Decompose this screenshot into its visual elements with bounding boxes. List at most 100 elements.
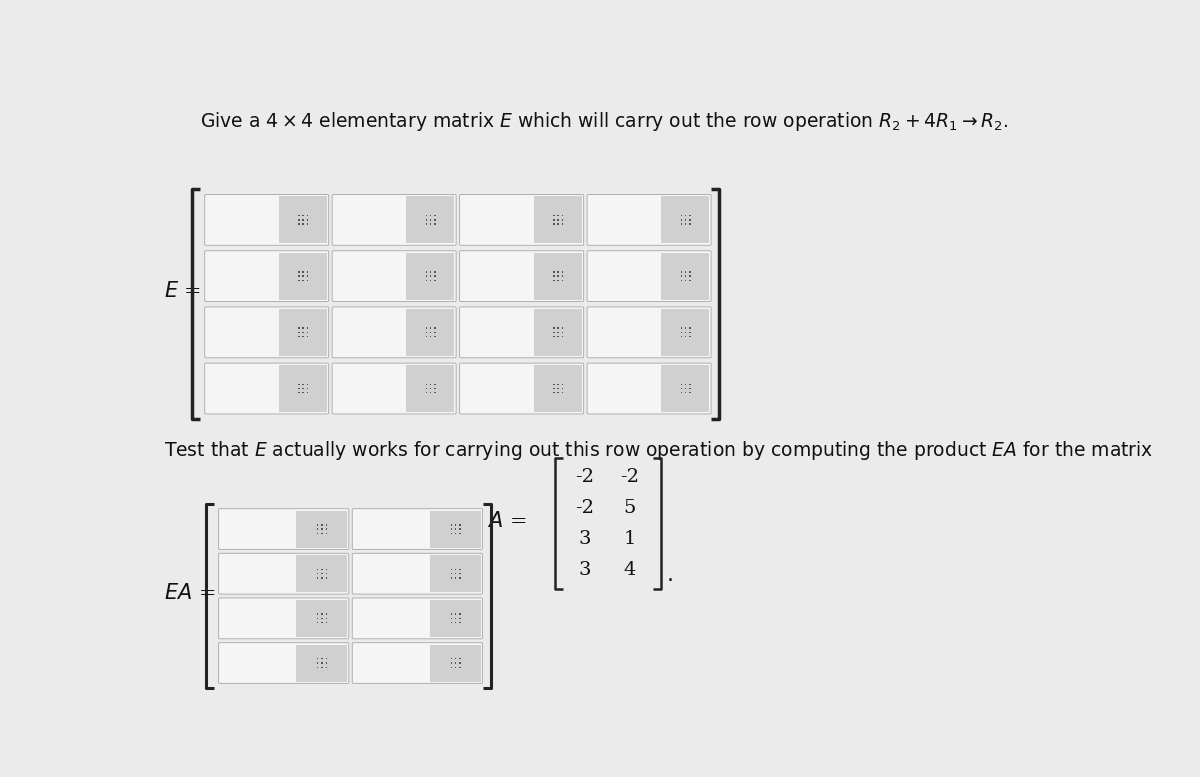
- Bar: [430, 271, 431, 273]
- Text: 3: 3: [578, 561, 592, 579]
- Bar: [430, 388, 431, 389]
- Bar: [558, 392, 559, 393]
- Bar: [426, 384, 427, 385]
- Bar: [562, 280, 563, 281]
- Bar: [558, 327, 559, 329]
- Bar: [558, 384, 559, 385]
- Bar: [322, 662, 323, 664]
- Bar: [430, 224, 431, 225]
- Bar: [317, 577, 318, 579]
- Bar: [534, 365, 582, 412]
- Bar: [307, 219, 308, 221]
- Bar: [430, 645, 480, 681]
- Bar: [325, 622, 328, 623]
- Bar: [680, 336, 682, 337]
- Bar: [430, 336, 431, 337]
- Bar: [278, 253, 326, 300]
- Bar: [553, 332, 554, 333]
- Bar: [430, 384, 431, 385]
- FancyBboxPatch shape: [332, 194, 456, 246]
- Text: 5: 5: [624, 500, 636, 517]
- Bar: [685, 219, 686, 221]
- Bar: [298, 215, 300, 216]
- Text: -2: -2: [620, 469, 640, 486]
- Bar: [317, 524, 318, 525]
- Bar: [298, 392, 300, 393]
- Bar: [307, 280, 308, 281]
- Bar: [434, 275, 436, 277]
- Bar: [407, 308, 454, 356]
- Bar: [460, 528, 461, 530]
- Bar: [317, 528, 318, 530]
- Bar: [680, 280, 682, 281]
- Bar: [553, 388, 554, 389]
- Bar: [689, 271, 690, 273]
- Bar: [558, 332, 559, 333]
- Text: $EA$ =: $EA$ =: [164, 583, 215, 603]
- Bar: [325, 658, 328, 660]
- Bar: [307, 336, 308, 337]
- Bar: [562, 336, 563, 337]
- Bar: [325, 614, 328, 615]
- Bar: [534, 308, 582, 356]
- Text: $E$ =: $E$ =: [164, 281, 202, 301]
- Bar: [562, 224, 563, 225]
- Bar: [558, 215, 559, 216]
- Bar: [685, 332, 686, 333]
- Bar: [553, 215, 554, 216]
- FancyBboxPatch shape: [205, 194, 329, 246]
- Bar: [298, 271, 300, 273]
- Bar: [322, 614, 323, 615]
- Bar: [298, 224, 300, 225]
- Bar: [455, 532, 456, 534]
- Bar: [553, 275, 554, 277]
- FancyBboxPatch shape: [332, 363, 456, 414]
- Bar: [325, 662, 328, 664]
- Bar: [407, 197, 454, 243]
- Bar: [460, 577, 461, 579]
- Bar: [553, 336, 554, 337]
- Bar: [302, 224, 304, 225]
- Bar: [455, 618, 456, 619]
- Bar: [451, 577, 452, 579]
- Bar: [426, 280, 427, 281]
- FancyBboxPatch shape: [332, 307, 456, 357]
- Bar: [558, 388, 559, 389]
- Bar: [451, 569, 452, 570]
- Bar: [460, 658, 461, 660]
- Bar: [426, 224, 427, 225]
- Bar: [325, 524, 328, 525]
- Text: -2: -2: [575, 469, 594, 486]
- Bar: [689, 388, 690, 389]
- Bar: [322, 532, 323, 534]
- Bar: [460, 569, 461, 570]
- Bar: [317, 569, 318, 570]
- FancyBboxPatch shape: [205, 363, 329, 414]
- Bar: [553, 271, 554, 273]
- Bar: [553, 384, 554, 385]
- Bar: [661, 308, 709, 356]
- Bar: [298, 275, 300, 277]
- FancyBboxPatch shape: [332, 251, 456, 301]
- Bar: [685, 384, 686, 385]
- Bar: [689, 336, 690, 337]
- Bar: [426, 332, 427, 333]
- Bar: [325, 577, 328, 579]
- Bar: [430, 219, 431, 221]
- Bar: [302, 327, 304, 329]
- Bar: [553, 327, 554, 329]
- Bar: [325, 528, 328, 530]
- Bar: [451, 532, 452, 534]
- Bar: [298, 332, 300, 333]
- Bar: [553, 224, 554, 225]
- Bar: [434, 392, 436, 393]
- Bar: [296, 510, 347, 548]
- Bar: [317, 667, 318, 668]
- Bar: [302, 271, 304, 273]
- Bar: [325, 618, 328, 619]
- Bar: [534, 197, 582, 243]
- Bar: [558, 280, 559, 281]
- FancyBboxPatch shape: [587, 363, 712, 414]
- Text: Give a $4 \times 4$ elementary matrix $E$ which will carry out the row operation: Give a $4 \times 4$ elementary matrix $E…: [200, 110, 1009, 133]
- FancyBboxPatch shape: [353, 598, 482, 639]
